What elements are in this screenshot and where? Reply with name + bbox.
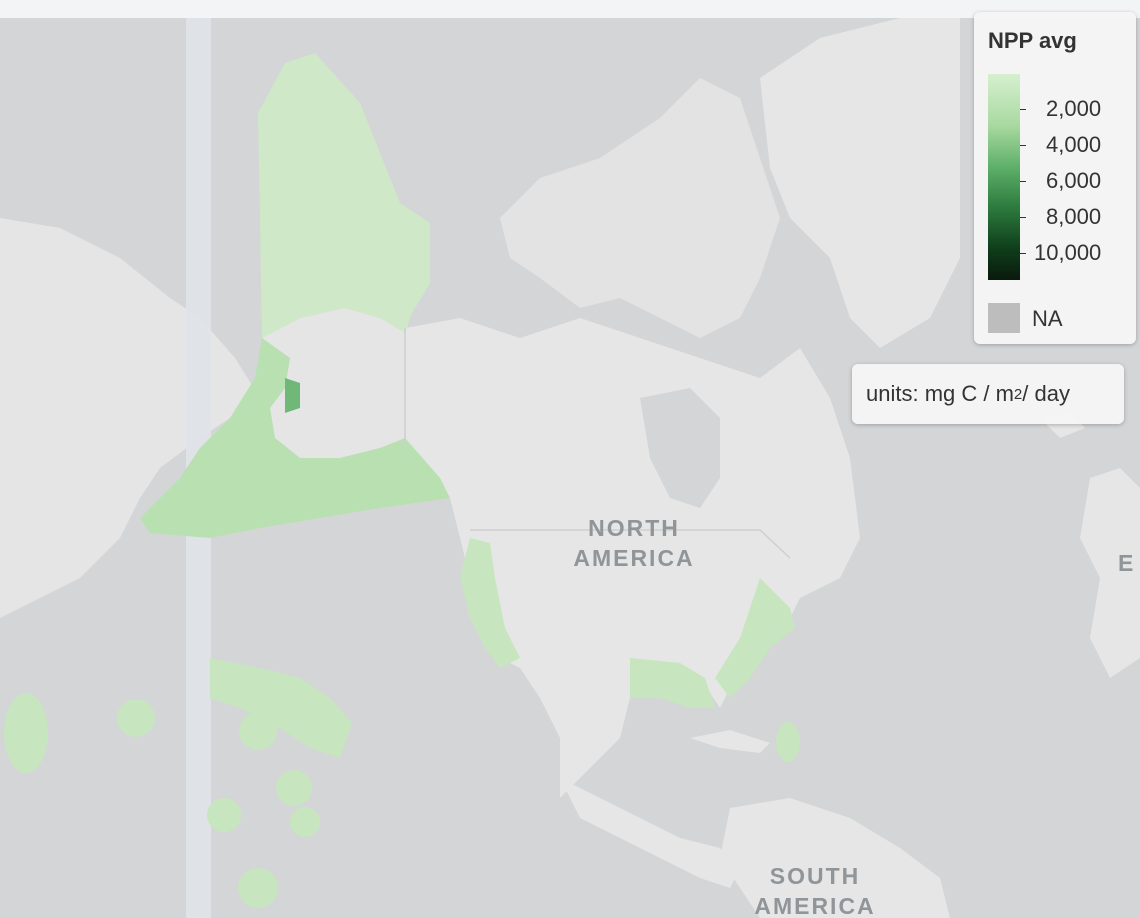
npp-arctic-alaska (258, 53, 430, 338)
npp-island-6 (290, 807, 320, 837)
label-north-america-line1: NORTH (588, 515, 680, 541)
hudson-bay (640, 388, 720, 508)
legend-title: NPP avg (988, 28, 1077, 53)
south-america-land (720, 798, 950, 918)
npp-island-7 (238, 868, 278, 908)
npp-island-3 (239, 712, 277, 750)
basemap (0, 18, 1140, 918)
north-america-land (405, 318, 860, 798)
label-south-america-line2: AMERICA (754, 893, 876, 918)
kamchatka-land (0, 488, 20, 608)
label-europe-partial: E (1118, 548, 1140, 578)
legend-tick-label: 8,000 (1046, 204, 1102, 229)
npp-us-east (715, 578, 795, 698)
legend-tick-mark (1020, 253, 1026, 254)
npp-island-5 (207, 798, 241, 832)
legend-tick-label: 2,000 (1046, 96, 1102, 121)
legend-color-bar (988, 74, 1020, 280)
label-north-america-line2: AMERICA (573, 545, 695, 571)
label-south-america: SOUTH AMERICA (745, 861, 885, 918)
npp-gulf (630, 658, 715, 708)
top-bar (0, 0, 1140, 19)
npp-bristol-bay (285, 378, 300, 413)
central-america-land (560, 778, 740, 888)
label-north-america: NORTH AMERICA (564, 513, 704, 573)
npp-hawaii-chain (210, 658, 352, 758)
legend-tick-label: 4,000 (1046, 132, 1102, 157)
npp-puerto-rico (776, 722, 800, 762)
legend: NPP avg 2,000 4,000 6,000 8,000 10,000 N… (974, 12, 1136, 344)
greenland-land (760, 18, 960, 348)
npp-us-west (460, 538, 520, 668)
map-canvas[interactable]: NORTH AMERICA SOUTH AMERICA E (0, 18, 1140, 918)
legend-tick-mark (1020, 145, 1026, 146)
npp-island-1 (4, 693, 48, 773)
label-europe-partial-text: E (1118, 550, 1136, 576)
units-prefix: units: mg C / m (866, 381, 1014, 406)
legend-tick-label: 10,000 (1034, 240, 1102, 265)
legend-na-label: NA (1032, 306, 1063, 331)
arctic-islands (500, 78, 780, 338)
europe-land (1080, 468, 1140, 678)
npp-island-4 (276, 770, 312, 806)
legend-tick-mark (1020, 109, 1026, 110)
border-us-canada (470, 529, 791, 559)
npp-island-2 (117, 699, 155, 737)
legend-na-swatch (988, 303, 1020, 333)
npp-bering (140, 338, 450, 538)
legend-tick-mark (1020, 217, 1026, 218)
cuba-land (690, 730, 770, 753)
legend-tick-mark (1020, 181, 1026, 182)
units-suffix: / day (1022, 381, 1070, 406)
legend-tick-label: 6,000 (1046, 168, 1102, 193)
units-exponent: 2 (1013, 385, 1023, 403)
label-south-america-line1: SOUTH (769, 863, 861, 889)
alaska-land (262, 308, 405, 458)
